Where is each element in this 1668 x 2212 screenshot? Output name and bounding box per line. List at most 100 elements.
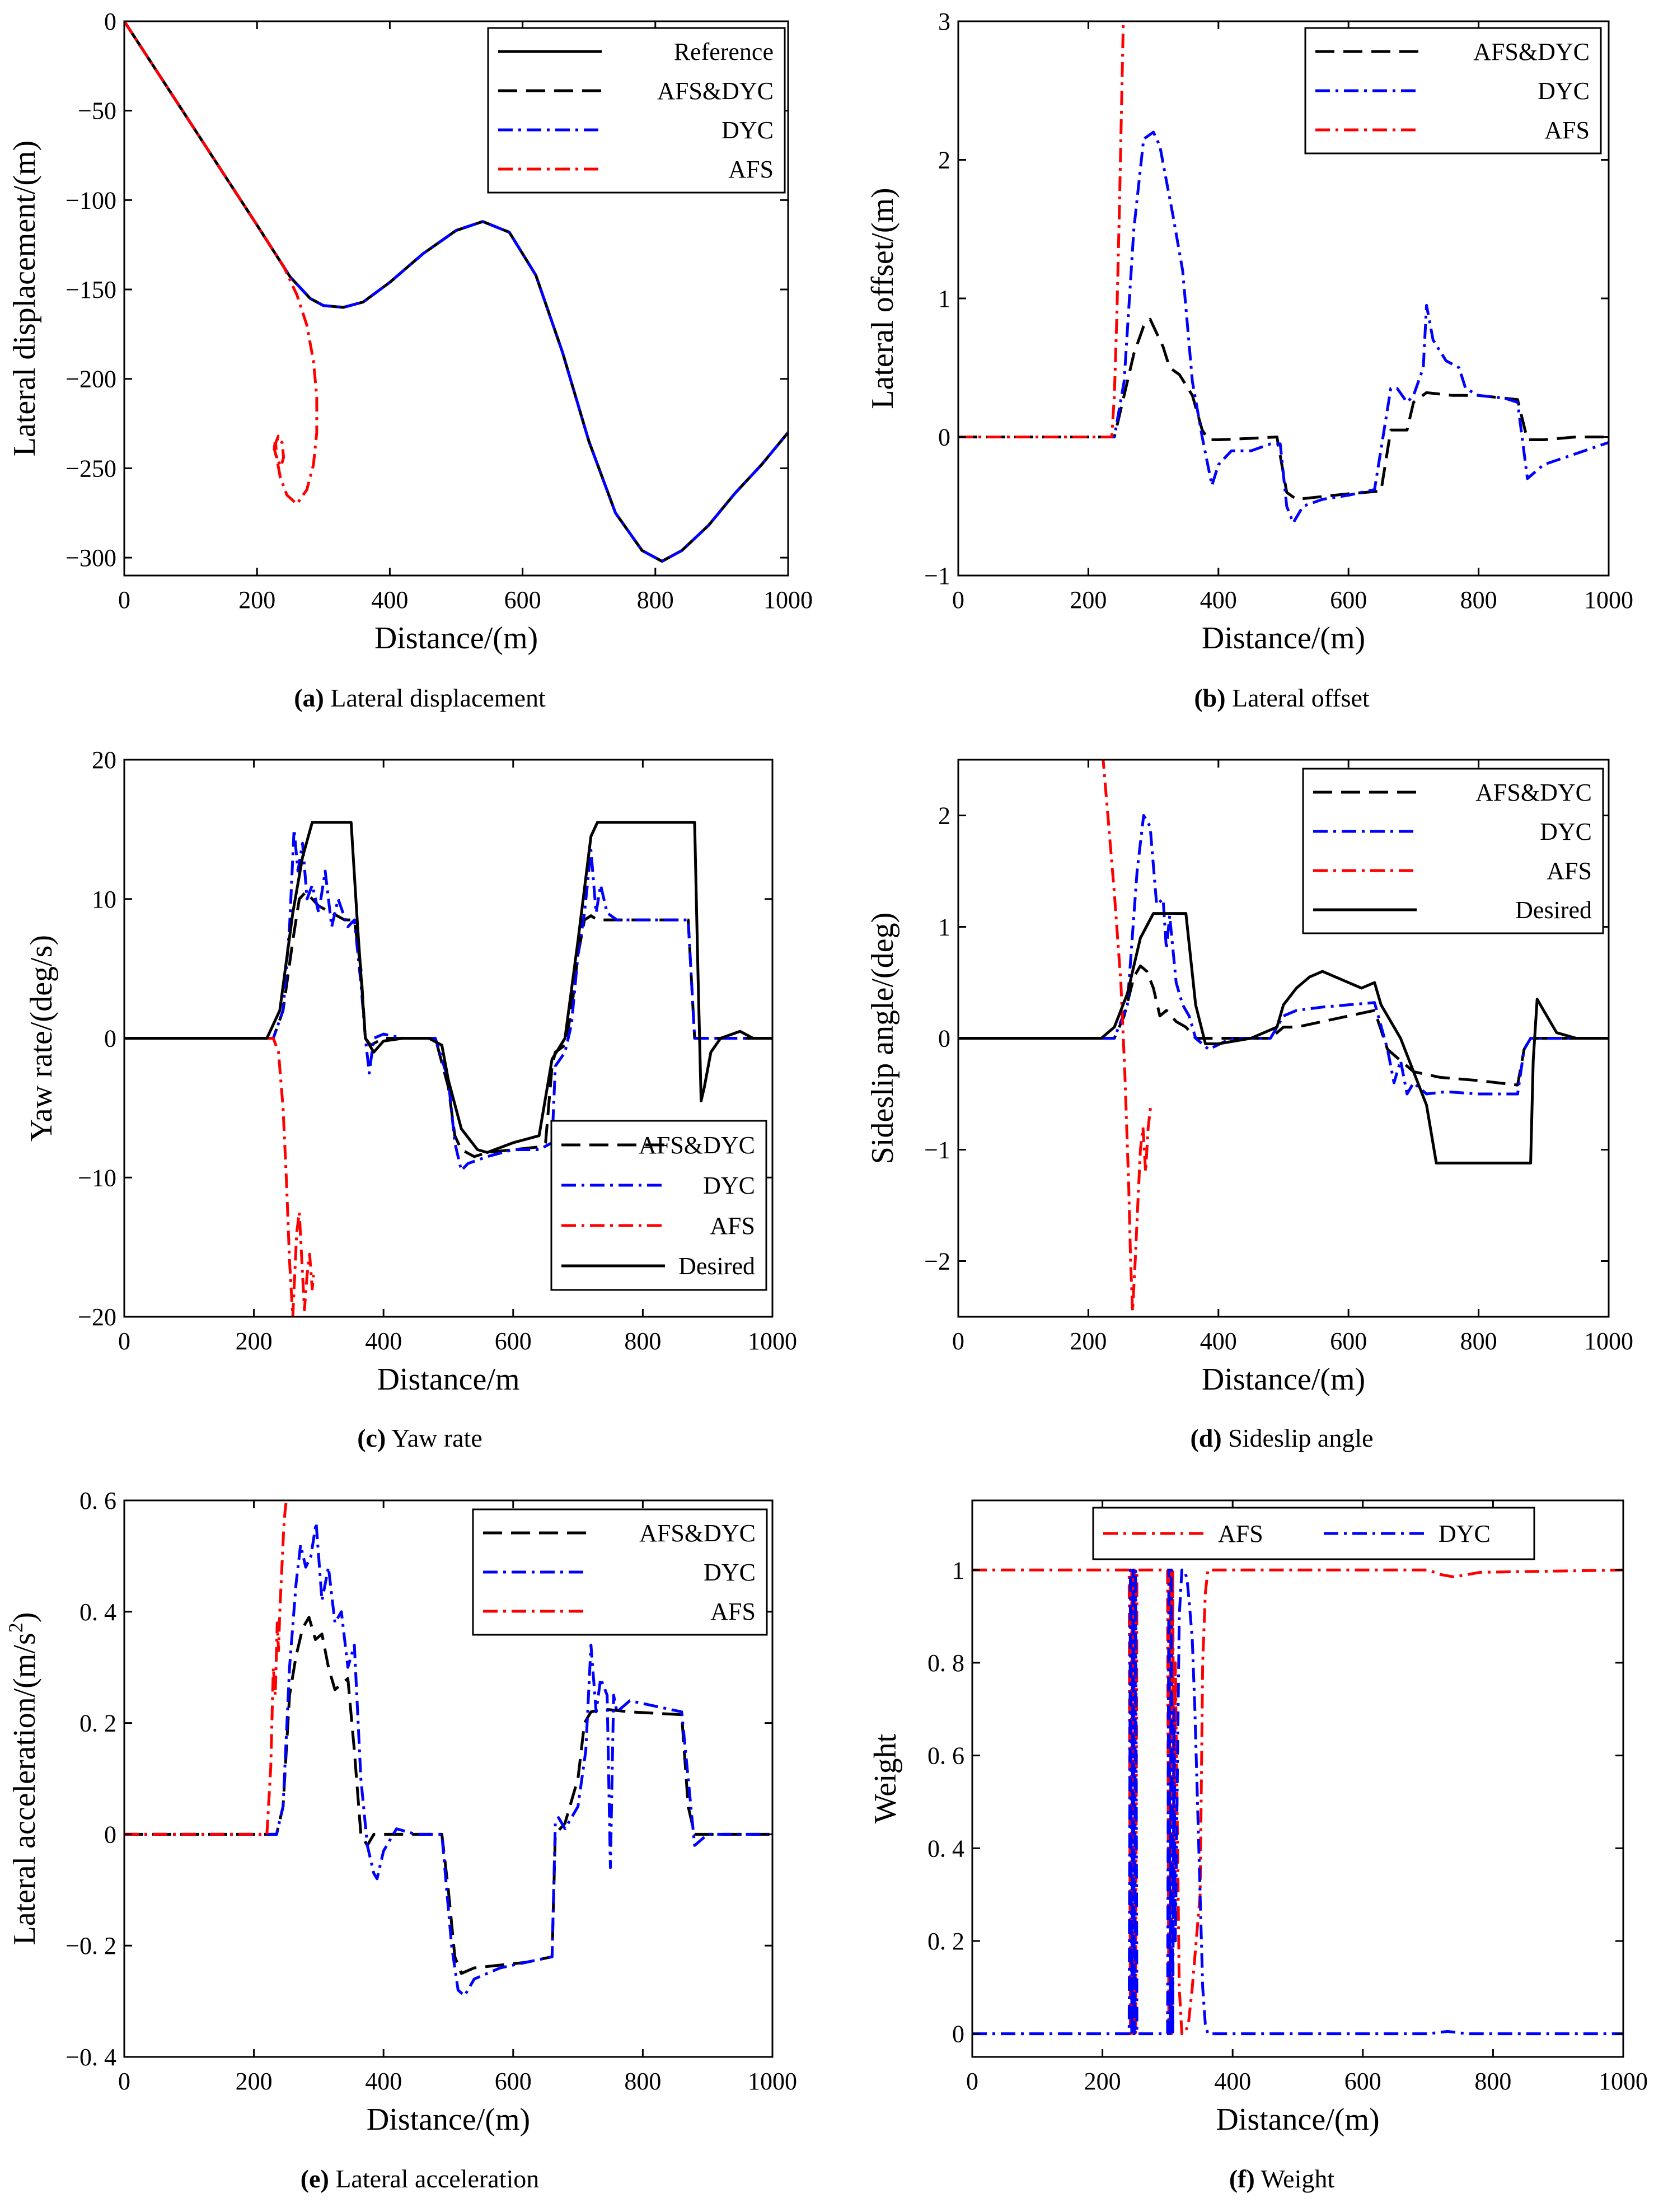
series-line-desired: [124, 821, 772, 1154]
y-tick-label: −0. 2: [65, 1932, 116, 1960]
panel-caption: (c) Yaw rate: [357, 1424, 482, 1452]
axes-frame: [971, 1499, 1624, 2058]
series-line-afs: [124, 1037, 315, 1317]
y-tick-label: 0. 6: [927, 1742, 964, 1770]
y-tick-label: −300: [65, 544, 116, 572]
series-line-afs-dyc: [958, 964, 1609, 1087]
panel-caption: (a) Lateral displacement: [294, 684, 546, 712]
legend-label: Desired: [678, 1252, 755, 1280]
x-tick-label: 0: [118, 586, 130, 614]
legend-label: DYC: [1538, 77, 1590, 105]
legend: AFS&DYC DYC AFS: [472, 1508, 768, 1636]
chart-panel-c: 0 200 400 600 800 1000 −20 −10 0 10 20 Distance/m Ya…: [24, 746, 797, 1452]
x-tick-label: 400: [1200, 1327, 1237, 1355]
x-axis-label: Distance/m: [377, 1362, 519, 1397]
x-tick-label: 0: [952, 1327, 964, 1355]
y-tick-label: −20: [78, 1303, 116, 1331]
legend-label: DYC: [1439, 1520, 1491, 1547]
series-group: [124, 21, 788, 563]
legend-label: AFS&DYC: [1473, 38, 1590, 66]
legend-label: AFS: [710, 1212, 755, 1240]
series-line-dyc: [958, 814, 1609, 1096]
x-tick-label: 0: [118, 1327, 130, 1355]
series-line-dyc: [124, 1521, 772, 1998]
x-tick-label: 800: [1460, 586, 1497, 614]
legend: AFS DYC: [1092, 1507, 1535, 1560]
series-line-dyc: [972, 1568, 1623, 2036]
y-tick-label: 0: [952, 2021, 964, 2048]
series-group: [972, 1568, 1623, 2036]
panel-caption: (b) Lateral offset: [1194, 684, 1370, 712]
series-line-afs: [958, 21, 1125, 438]
legend-label: AFS&DYC: [1475, 779, 1592, 806]
legend-box: [550, 1120, 767, 1291]
axes-frame: [123, 1499, 774, 2058]
x-tick-label: 0: [118, 2068, 130, 2095]
legend-label: AFS: [1218, 1520, 1263, 1547]
legend-box: [487, 27, 786, 194]
y-axis-label: Lateral displacement/(m): [7, 141, 42, 456]
x-tick-label: 0: [966, 2068, 978, 2095]
y-tick-label: 0: [104, 1821, 116, 1848]
x-tick-label: 400: [365, 1327, 402, 1355]
x-tick-label: 600: [1344, 2068, 1381, 2095]
y-tick-label: 1: [938, 285, 950, 312]
x-tick-label: 800: [1460, 1327, 1497, 1355]
panel-caption: (f) Weight: [1229, 2164, 1335, 2193]
chart-panel-d: 0 200 400 600 800 1000 −2 −1 0 1 2 Distance/(m) Side…: [865, 759, 1633, 1452]
series-line-afs: [124, 1500, 288, 1836]
y-axis-label: Weight: [868, 1733, 903, 1823]
series-line-afs-dyc: [124, 1616, 772, 1975]
panel-caption: (e) Lateral acceleration: [301, 2164, 539, 2193]
y-tick-label: 3: [938, 8, 950, 35]
legend-label: AFS: [710, 1598, 756, 1625]
y-tick-label: 2: [938, 802, 950, 830]
series-line-afs: [1102, 760, 1152, 1313]
legend-label: Reference: [674, 38, 774, 66]
y-tick-label: 0. 4: [927, 1835, 964, 1862]
series-line-dyc: [124, 21, 788, 563]
x-tick-label: 600: [1330, 1327, 1367, 1355]
x-tick-label: 1000: [763, 586, 813, 614]
x-axis-label: Distance/(m): [374, 621, 538, 656]
x-tick-label: 200: [1084, 2068, 1121, 2095]
x-tick-label: 400: [371, 586, 408, 614]
series-group: [124, 821, 772, 1317]
y-tick-label: −0. 4: [65, 2043, 116, 2071]
y-tick-label: 2: [938, 147, 950, 174]
x-axis-label: Distance/(m): [1216, 2102, 1379, 2137]
y-tick-label: −10: [78, 1164, 116, 1191]
series-line-desired: [958, 912, 1609, 1165]
y-tick-label: 0. 4: [79, 1598, 116, 1626]
x-axis-label: Distance/(m): [1202, 1362, 1365, 1397]
x-tick-label: 1000: [748, 1327, 797, 1355]
x-tick-label: 200: [238, 586, 275, 614]
legend-label: AFS&DYC: [657, 77, 774, 105]
x-tick-label: 600: [504, 586, 541, 614]
x-tick-label: 600: [495, 1327, 532, 1355]
y-tick-label: 0: [938, 1025, 950, 1053]
x-tick-label: 600: [495, 2068, 532, 2095]
y-tick-label: 0. 8: [927, 1649, 964, 1677]
x-tick-label: 800: [637, 586, 674, 614]
y-tick-label: 1: [952, 1556, 964, 1584]
legend-label: Desired: [1515, 896, 1592, 924]
y-tick-label: 1: [938, 914, 950, 941]
series-line-afs: [124, 21, 318, 506]
plot-area: [972, 1500, 1623, 2057]
y-tick-label: −250: [65, 455, 116, 482]
y-tick-label: 0: [104, 1025, 116, 1053]
x-tick-label: 200: [236, 1327, 273, 1355]
x-tick-label: 400: [365, 2068, 402, 2095]
series-group: [124, 1500, 772, 1998]
chart-panel-f: 0 200 400 600 800 1000 0 0. 2 0. 4 0. 6 0. 8 1 Dista…: [868, 1499, 1648, 2193]
y-tick-label: −1: [924, 1137, 950, 1164]
series-group: [958, 760, 1609, 1313]
y-axis-label: Sideslip angle/(deg): [865, 913, 900, 1164]
legend: AFS&DYC DYC AFS Desired: [1302, 768, 1604, 934]
legend-box: [1302, 768, 1604, 934]
legend-label: AFS: [1547, 857, 1592, 885]
x-tick-label: 1000: [1584, 586, 1633, 614]
series-group: [958, 21, 1609, 525]
